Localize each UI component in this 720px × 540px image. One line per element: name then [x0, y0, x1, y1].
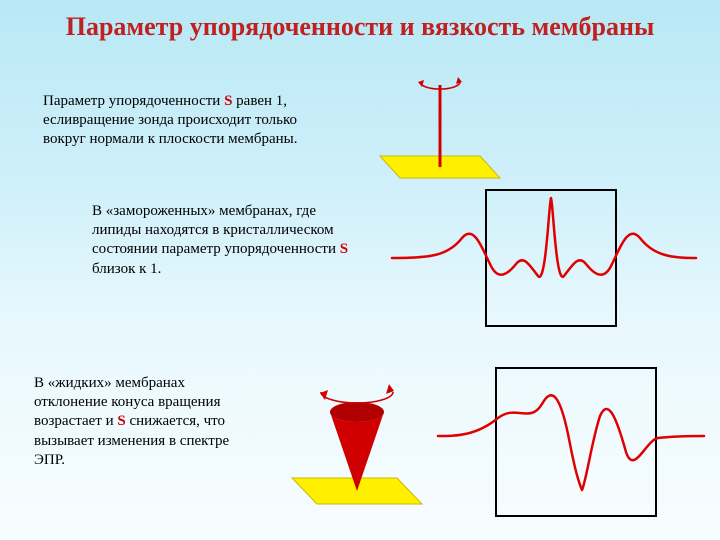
cone-top [330, 402, 384, 422]
esr-curve-broad [438, 395, 704, 490]
diagram-cone-probe [262, 360, 462, 520]
s-letter-2: S [340, 241, 348, 257]
esr-curve-narrow [392, 198, 696, 277]
para-1: Параметр упорядоченности S равен 1, если… [43, 92, 308, 150]
title-text: Параметр упорядоченности и вязкость мемб… [66, 12, 655, 41]
s-letter-3: S [117, 413, 125, 429]
diagram-vertical-probe [350, 70, 530, 190]
para1-prefix: Параметр упорядоченности [43, 93, 224, 109]
para2-suffix: близок к 1. [92, 261, 161, 277]
para-2: В «замороженных» мембранах, где липиды н… [92, 202, 352, 279]
esr-spectrum-broad [436, 356, 706, 526]
arrowhead-icon [456, 77, 462, 84]
rotation-arc-2 [321, 392, 393, 403]
page-title: Параметр упорядоченности и вязкость мемб… [0, 12, 720, 42]
panel-frame-2 [496, 368, 656, 516]
esr-spectrum-narrow [390, 178, 700, 338]
para2-prefix: В «замороженных» мембранах, где липиды н… [92, 203, 340, 257]
panel-frame-1 [486, 190, 616, 326]
para-3: В «жидких» мембранах отклонение конуса в… [34, 374, 259, 470]
